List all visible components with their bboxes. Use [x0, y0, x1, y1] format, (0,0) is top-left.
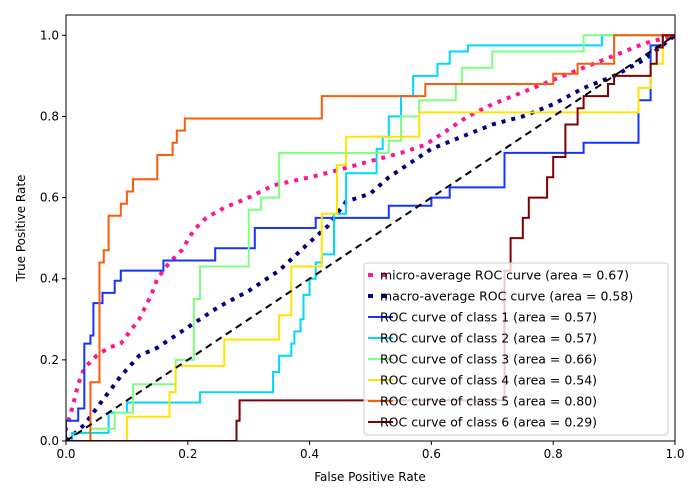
legend-entry: ROC curve of class 5 (area = 0.80) [380, 394, 597, 409]
legend-entry: ROC curve of class 1 (area = 0.57) [380, 310, 597, 325]
y-tick-label: 0.2 [40, 353, 59, 367]
x-tick-label: 0.2 [178, 447, 197, 461]
x-axis: 0.0 0.2 0.4 0.6 0.8 1.0 [56, 441, 685, 461]
legend-entry: macro-average ROC curve (area = 0.58) [380, 289, 633, 304]
y-tick-label: 0.6 [40, 191, 59, 205]
chance-diagonal-line [66, 34, 675, 441]
legend: micro-average ROC curve (area = 0.67) mac… [363, 262, 669, 436]
y-tick-label: 0.8 [40, 109, 59, 123]
roc-curve-class-3 [66, 34, 675, 441]
y-tick-label: 1.0 [40, 28, 59, 42]
x-tick-label: 1.0 [665, 447, 684, 461]
roc-curve-class-2 [66, 34, 675, 441]
x-tick-label: 0.8 [544, 447, 563, 461]
x-axis-label: False Positive Rate [314, 470, 426, 484]
roc-curve-class-4 [66, 34, 675, 441]
legend-entry: ROC curve of class 2 (area = 0.57) [380, 331, 597, 346]
roc-curve-class-5 [66, 34, 675, 441]
y-tick-label: 0.4 [40, 272, 59, 286]
y-axis: 0.0 0.2 0.4 0.6 0.8 1.0 [40, 28, 66, 448]
legend-frame [363, 262, 669, 436]
y-axis-label: True Positive Rate [14, 175, 28, 283]
x-tick-label: 0.6 [422, 447, 441, 461]
legend-entry: ROC curve of class 3 (area = 0.66) [380, 352, 597, 367]
y-tick-label: 0.0 [40, 434, 59, 448]
legend-entry: ROC curve of class 6 (area = 0.29) [380, 415, 597, 430]
x-tick-label: 0.0 [56, 447, 75, 461]
roc-curve-class-1 [66, 34, 675, 441]
x-tick-label: 0.4 [300, 447, 319, 461]
plot-frame [65, 14, 676, 442]
legend-entry: ROC curve of class 4 (area = 0.54) [380, 373, 597, 388]
curves-group [66, 33, 675, 441]
legend-entry: micro-average ROC curve (area = 0.67) [380, 268, 629, 283]
